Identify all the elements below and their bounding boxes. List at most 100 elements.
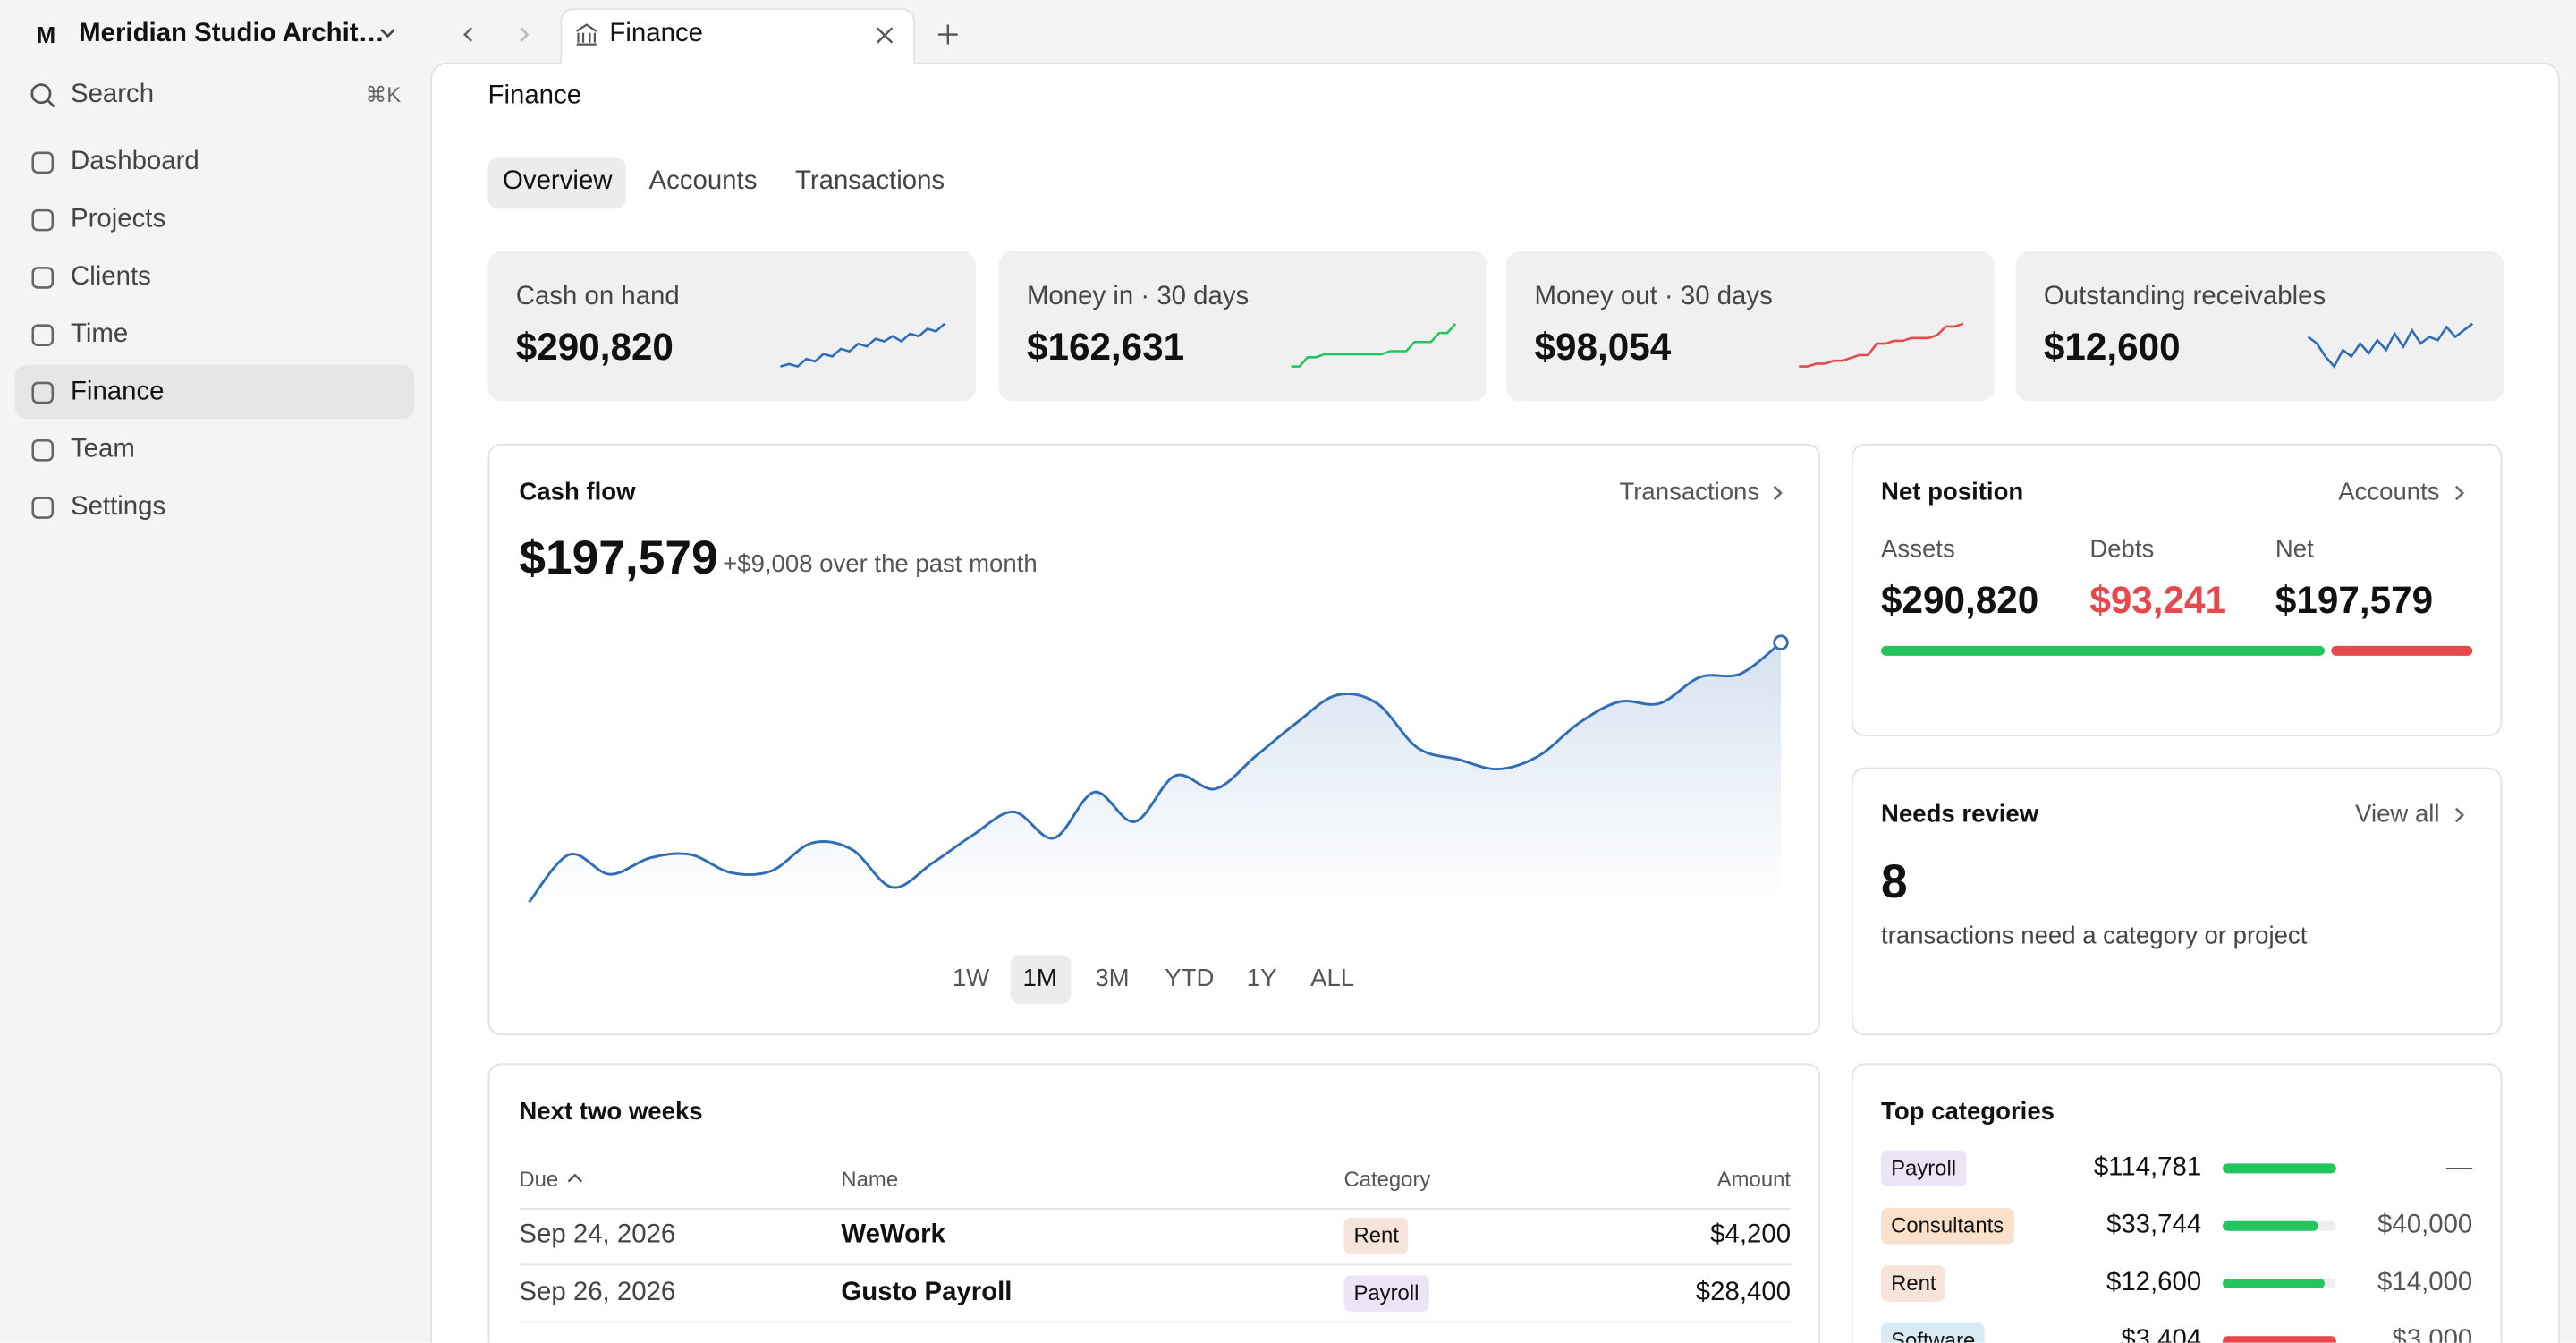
card-link[interactable]: Accounts <box>2338 478 2440 506</box>
category-budget: $3,000 <box>2392 1326 2473 1343</box>
tab-active <box>487 157 626 209</box>
stat-label: Money in · 30 days <box>1026 282 1250 311</box>
nav-icon <box>31 151 55 174</box>
metric-label: Assets <box>1881 535 1955 564</box>
workspace-name[interactable]: Meridian Studio Archit… <box>79 20 385 48</box>
category-spent: $114,781 <box>2093 1153 2202 1182</box>
cash-flow-total: $197,579 <box>519 532 718 585</box>
amount: $28,400 <box>1695 1278 1792 1307</box>
card-link[interactable]: Transactions <box>1619 478 1760 506</box>
category-budget: — <box>2445 1153 2473 1182</box>
sparkline-line <box>2307 322 2474 369</box>
metric-value: $93,241 <box>2089 578 2227 622</box>
search-icon <box>30 83 55 108</box>
sparkline-line <box>1799 322 1964 368</box>
budget-bar <box>2223 1336 2336 1343</box>
sparkline <box>1291 322 1457 368</box>
range-button[interactable]: 1W <box>952 965 990 993</box>
back-icon <box>462 27 473 42</box>
category-budget: $14,000 <box>2377 1268 2473 1297</box>
search-shortcut: ⌘K <box>365 81 402 107</box>
end-point <box>1773 634 1789 650</box>
stat-card <box>2015 251 2504 402</box>
area-line <box>528 641 1782 904</box>
range-button[interactable]: 1M <box>1022 965 1057 993</box>
metric-value: $290,820 <box>1881 578 2039 622</box>
cash-flow-change: +$9,008 over the past month <box>723 550 1038 579</box>
stat-card <box>998 251 1487 402</box>
tab-label: Finance <box>609 20 703 48</box>
card <box>1851 767 2503 1036</box>
page-tab[interactable]: Accounts <box>648 167 758 196</box>
column-header: Category <box>1343 1167 1431 1192</box>
review-count: 8 <box>1881 855 1908 909</box>
category-budget: $40,000 <box>2377 1211 2473 1239</box>
category-badge: Payroll <box>1881 1150 1967 1187</box>
payee[interactable]: Gusto Payroll <box>841 1278 1013 1307</box>
category-spent: $33,744 <box>2106 1211 2202 1239</box>
range-active <box>1010 955 1072 1005</box>
payee[interactable]: WeWork <box>841 1220 945 1249</box>
range-button[interactable]: YTD <box>1165 965 1215 993</box>
sort-icon <box>567 1173 583 1183</box>
search-label[interactable]: Search <box>70 80 155 109</box>
range-button[interactable]: 3M <box>1095 965 1130 993</box>
nav-item[interactable]: Clients <box>70 262 151 292</box>
category-spent: $12,600 <box>2106 1268 2202 1297</box>
category-badge: Payroll <box>1343 1275 1429 1312</box>
card-title: Next two weeks <box>519 1097 703 1126</box>
range-button[interactable]: 1Y <box>1246 965 1277 993</box>
category-badge: Rent <box>1881 1265 1946 1302</box>
nav-icon <box>31 267 55 289</box>
area-fill <box>529 642 1782 903</box>
category-badge: Software <box>1881 1322 1986 1343</box>
stat-card <box>1506 251 1995 402</box>
budget-bar <box>2223 1163 2336 1174</box>
nav-item[interactable]: Team <box>70 435 135 463</box>
budget-bar <box>2223 1220 2318 1231</box>
tab[interactable] <box>560 8 916 64</box>
metric-label: Debts <box>2089 535 2155 564</box>
amount: $4,200 <box>1710 1220 1792 1249</box>
stat-value: $162,631 <box>1026 325 1185 369</box>
due-date: Sep 26, 2026 <box>519 1278 676 1307</box>
tab-icon <box>576 23 597 46</box>
stat-card <box>487 251 977 402</box>
metric-label: Net <box>2275 535 2314 564</box>
column-header[interactable]: Due <box>519 1167 559 1192</box>
page-tab[interactable]: Overview <box>503 167 613 196</box>
card-title: Top categories <box>1881 1097 2055 1126</box>
stat-value: $290,820 <box>515 325 674 369</box>
card-title: Net position <box>1881 478 2024 506</box>
sparkline <box>780 322 945 369</box>
sparkline <box>2307 322 2474 369</box>
card-title: Needs review <box>1881 800 2039 829</box>
nav-item[interactable]: Projects <box>70 205 166 234</box>
nav-icon <box>31 438 55 462</box>
row-divider <box>519 1207 1792 1210</box>
card <box>1851 1063 2503 1343</box>
stat-label: Outstanding receivables <box>2043 282 2326 311</box>
card <box>487 1063 1821 1343</box>
category-badge: Consultants <box>1881 1207 2014 1245</box>
stat-label: Money out · 30 days <box>1534 282 1773 311</box>
debts-bar <box>2330 645 2473 656</box>
chevron-icon <box>1773 485 1783 501</box>
card-link[interactable]: View all <box>2355 800 2440 829</box>
budget-bar <box>2223 1278 2326 1288</box>
range-button[interactable]: ALL <box>1310 965 1355 993</box>
due-date: Sep 24, 2026 <box>519 1220 676 1249</box>
nav-item[interactable]: Settings <box>70 493 166 522</box>
nav-item[interactable]: Dashboard <box>70 148 199 176</box>
stat-value: $98,054 <box>1534 325 1672 369</box>
sparkline-line <box>1291 322 1457 368</box>
nav-item[interactable]: Finance <box>70 378 165 406</box>
page-tab[interactable]: Transactions <box>794 167 945 196</box>
column-header: Amount <box>1716 1167 1792 1192</box>
nav-icon <box>31 381 55 404</box>
nav-icon <box>31 208 55 232</box>
nav-item[interactable]: Time <box>70 320 129 349</box>
card-title: Cash flow <box>519 478 636 506</box>
close-icon <box>876 27 894 44</box>
